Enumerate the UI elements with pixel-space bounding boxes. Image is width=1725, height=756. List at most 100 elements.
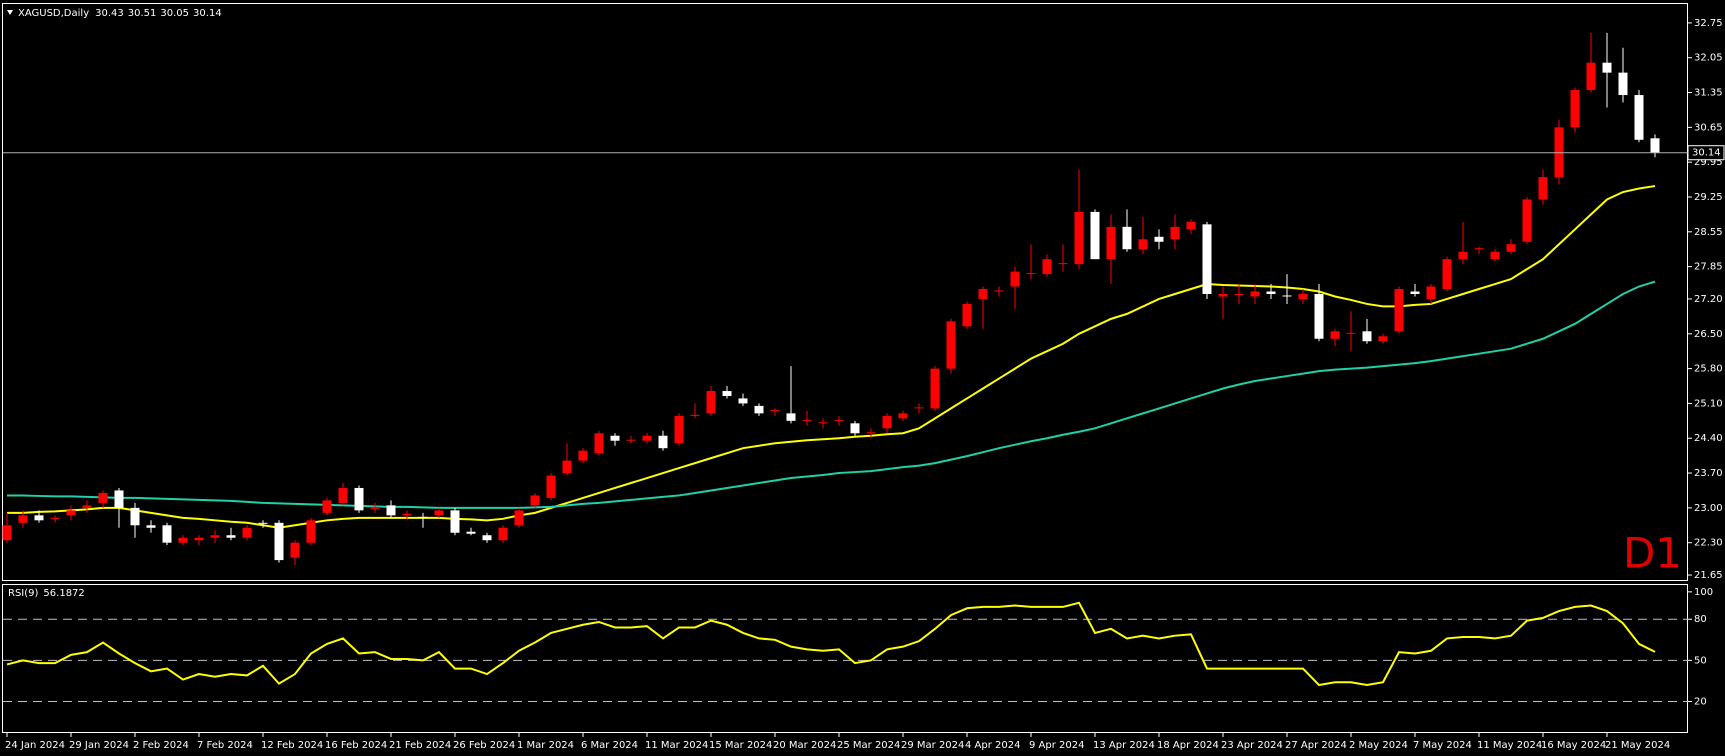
candle-body: [162, 525, 172, 543]
candle-body: [1042, 259, 1052, 275]
y-tick-label: 30.65: [1694, 122, 1723, 133]
candle-body: [1266, 291, 1276, 294]
y-tick-label: 29.25: [1694, 192, 1723, 203]
candle-body: [1122, 226, 1132, 250]
candle-body: [1282, 295, 1292, 297]
candle-body: [1074, 211, 1084, 265]
candle-body: [1330, 331, 1340, 339]
candle-body: [530, 495, 540, 506]
candle-body: [338, 487, 348, 503]
candle-body: [946, 321, 956, 369]
x-tick-label: 6 Mar 2024: [581, 740, 638, 751]
candle-body: [994, 290, 1004, 292]
last-price-box: [1687, 145, 1725, 161]
candle-body: [466, 531, 476, 534]
candle-body: [1010, 271, 1020, 287]
y-tick-label: 26.50: [1694, 329, 1723, 340]
candle-body: [594, 433, 604, 454]
y-tick-label: 27.20: [1694, 294, 1723, 305]
candle-body: [66, 510, 76, 516]
candle-body: [1250, 291, 1260, 297]
candle-body: [754, 405, 764, 414]
candle-body: [930, 368, 940, 409]
y-tick-label: 23.70: [1694, 468, 1723, 479]
x-tick-label: 21 Feb 2024: [389, 740, 451, 751]
candle-body: [1426, 286, 1436, 299]
high-value: 30.51: [128, 8, 157, 19]
candle-body: [354, 487, 364, 511]
candle-body: [1490, 251, 1500, 260]
candle-body: [1234, 293, 1244, 295]
y-tick-label: 100: [1694, 587, 1713, 598]
candle-body: [114, 490, 124, 508]
rsi-panel: [2, 584, 1688, 733]
candle-body: [1154, 236, 1164, 242]
price-panel: [2, 3, 1688, 581]
candle-body: [290, 542, 300, 558]
candle-body: [1026, 273, 1036, 275]
candle-body: [34, 515, 44, 521]
candle-body: [130, 507, 140, 526]
candle-body: [1106, 226, 1116, 260]
y-tick-label: 24.40: [1694, 433, 1723, 444]
candle-body: [1394, 289, 1404, 332]
candle-body: [642, 435, 652, 441]
x-tick-label: 20 Mar 2024: [773, 740, 836, 751]
x-tick-label: 16 Feb 2024: [325, 740, 387, 751]
candle-body: [1202, 224, 1212, 294]
menu-arrow[interactable]: [7, 10, 13, 15]
x-tick-label: 26 Feb 2024: [453, 740, 515, 751]
price-header: XAGUSD,Daily 30.43 30.51 30.05 30.14: [18, 8, 222, 19]
candle-body: [1618, 72, 1628, 96]
candle-body: [514, 510, 524, 526]
candle-body: [18, 515, 28, 523]
x-tick-label: 13 Apr 2024: [1093, 740, 1155, 751]
candle-body: [578, 450, 588, 461]
open-value: 30.43: [95, 8, 124, 19]
low-value: 30.05: [160, 8, 189, 19]
candle-body: [610, 435, 620, 441]
x-tick-label: 7 May 2024: [1413, 740, 1472, 751]
candle-body: [978, 289, 988, 299]
x-tick-label: 16 May 2024: [1541, 740, 1606, 751]
y-tick-label: 29.95: [1694, 157, 1723, 168]
candle-body: [626, 439, 636, 441]
y-tick-label: 50: [1694, 655, 1707, 666]
candle-body: [450, 510, 460, 533]
x-tick-label: 15 Mar 2024: [709, 740, 772, 751]
candle-body: [1522, 199, 1532, 242]
y-tick-label: 32.75: [1694, 18, 1723, 29]
candle-body: [562, 460, 572, 474]
y-tick-label: 25.10: [1694, 398, 1723, 409]
candle-body: [1186, 221, 1196, 230]
candle-body: [1650, 138, 1660, 153]
candle-body: [786, 413, 796, 421]
x-tick-label: 29 Mar 2024: [901, 740, 964, 751]
candle-body: [402, 513, 412, 516]
x-tick-label: 2 Feb 2024: [133, 740, 189, 751]
x-tick-label: 12 Feb 2024: [261, 740, 323, 751]
candle-body: [226, 535, 236, 538]
y-tick-label: 22.30: [1694, 538, 1723, 549]
candle-body: [722, 390, 732, 396]
candle-body: [1090, 211, 1100, 260]
candle-body: [258, 522, 268, 524]
candle-body: [1298, 293, 1308, 299]
y-tick-label: 80: [1694, 614, 1707, 625]
rsi-line: [6, 601, 1656, 687]
rsi-title: RSI(9): [8, 588, 39, 599]
x-tick-label: 7 Feb 2024: [197, 740, 253, 751]
y-tick-label: 21.65: [1694, 570, 1723, 581]
y-tick-label: 31.35: [1694, 88, 1723, 99]
candle-body: [1586, 62, 1596, 91]
x-tick-label: 27 Apr 2024: [1285, 740, 1347, 751]
candle-body: [706, 390, 716, 414]
candle-body: [1634, 95, 1644, 140]
candle-body: [274, 522, 284, 561]
candle-body: [882, 415, 892, 429]
x-tick-label: 21 May 2024: [1605, 740, 1670, 751]
x-tick-label: 11 Mar 2024: [645, 740, 708, 751]
